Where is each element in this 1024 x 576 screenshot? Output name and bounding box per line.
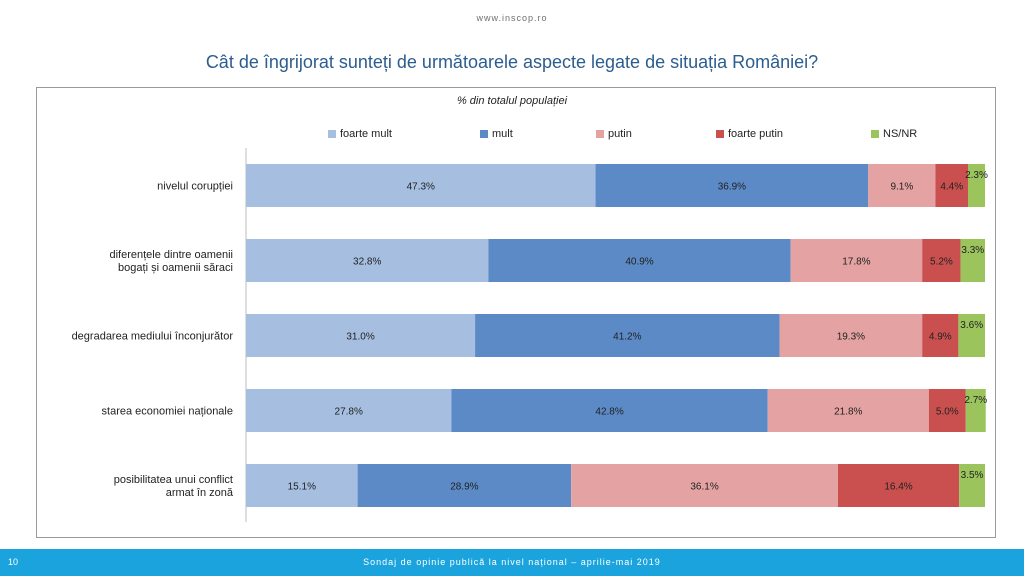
bar-segment [246,389,452,432]
bar-segment [779,314,923,357]
legend-label: foarte putin [728,128,784,140]
legend-item-foarte-putin: foarte putin [716,127,783,141]
bar-segment [922,314,959,357]
bar-segment [246,239,489,282]
legend-swatch [480,130,488,138]
data-label: 40.9% [625,257,653,268]
data-label: 2.7% [964,395,987,406]
data-label: 4.4% [940,182,963,193]
bar-segment [451,389,768,432]
legend-item-foarte-mult: foarte mult [328,127,392,141]
category-label: diferențele dintre oamenii bogați și oame… [109,249,233,274]
bar-segment [959,464,985,507]
bar-segment [837,464,960,507]
bar-segment [767,389,929,432]
category-label: degradarea mediului înconjurător [72,331,234,343]
data-label: 32.8% [353,257,381,268]
legend-label: NS/NR [883,128,918,140]
legend-label: putin [608,128,632,140]
data-label: 15.1% [288,482,316,493]
legend-swatch [716,130,724,138]
data-label: 3.5% [961,470,984,481]
bar-segment [958,314,985,357]
category-label: nivelul corupției [157,181,233,193]
bar-segment [488,239,791,282]
data-label: 36.9% [718,182,746,193]
legend-item-putin: putin [596,127,632,141]
bar-segment [928,389,966,432]
data-label: 5.2% [930,257,953,268]
data-label: 36.1% [690,482,718,493]
bar-segment [790,239,923,282]
legend-label: mult [492,128,513,140]
chart-frame [36,87,996,538]
bar-segment [960,239,985,282]
category-label: starea economiei naționale [102,406,233,418]
bar-segment [595,164,869,207]
legend-label: foarte mult [340,128,392,140]
footer-text: Sondaj de opinie publică la nivel națion… [363,557,661,567]
chart-title: Cât de îngrijorat sunteți de următoarele… [205,52,819,72]
data-label: 17.8% [842,257,870,268]
data-label: 27.8% [335,407,363,418]
bar-segment [935,164,969,207]
bar-segment [357,464,572,507]
bar-segment [868,164,936,207]
data-label: 31.0% [346,332,374,343]
data-label: 3.6% [960,320,983,331]
data-label: 28.9% [450,482,478,493]
bar-segment [571,464,838,507]
data-label: 2.3% [965,170,988,181]
data-label: 19.3% [837,332,865,343]
bar-segment [922,239,961,282]
data-label: 42.8% [595,407,623,418]
footer-bar: 10 Sondaj de opinie publică la nivel naț… [0,549,1024,576]
bar-segment [246,164,596,207]
data-label: 3.3% [961,245,984,256]
bar-segment [965,389,986,432]
data-label: 9.1% [890,182,913,193]
data-label: 47.3% [407,182,435,193]
data-label: 21.8% [834,407,862,418]
legend-item-ns-nr: NS/NR [871,127,917,141]
bar-segment [246,464,358,507]
legend-item-mult: mult [480,127,513,141]
data-label: 16.4% [884,482,912,493]
bar-segment [475,314,780,357]
site-url: www.inscop.ro [476,13,548,23]
legend-swatch [871,130,879,138]
legend-swatch [596,130,604,138]
data-label: 5.0% [936,407,959,418]
category-label: posibilitatea unui conflict armat în zonă [114,474,234,499]
chart-subtitle: % din totalul populației [456,95,568,107]
bar-segment [968,164,985,207]
legend-swatch [328,130,336,138]
bar-segment [246,314,476,357]
data-label: 41.2% [613,332,641,343]
page-number: 10 [8,557,19,567]
data-label: 4.9% [929,332,952,343]
